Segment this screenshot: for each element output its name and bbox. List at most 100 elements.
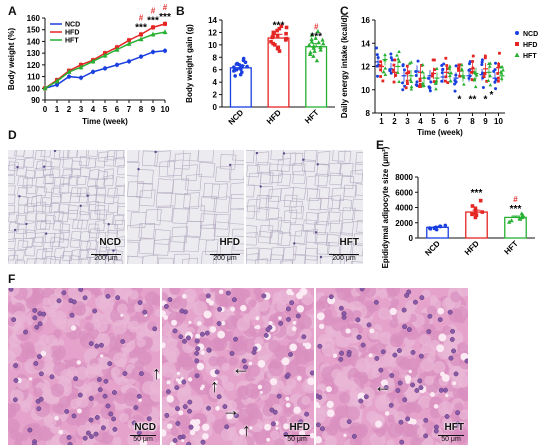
nucleus bbox=[89, 434, 94, 440]
cytoplasm bbox=[345, 406, 360, 421]
cell-outline bbox=[112, 260, 123, 264]
cytoplasm bbox=[142, 380, 157, 395]
data-point bbox=[150, 31, 156, 37]
panel-label-e: E bbox=[376, 138, 385, 152]
hash-label: # bbox=[314, 23, 319, 32]
nucleus bbox=[71, 413, 77, 419]
nucleus bbox=[433, 428, 439, 434]
cell-outline bbox=[172, 178, 190, 195]
nucleus bbox=[401, 307, 407, 313]
data-point bbox=[381, 69, 386, 74]
data-point bbox=[418, 82, 422, 86]
lipid-vacuole bbox=[433, 404, 439, 409]
cytoplasm bbox=[378, 307, 391, 320]
data-point bbox=[497, 76, 500, 80]
data-point bbox=[311, 53, 316, 58]
y-tick-label: 10 bbox=[208, 41, 217, 50]
lipid-vacuole bbox=[292, 320, 297, 325]
cell-outline bbox=[316, 151, 331, 165]
y-tick-label: 8 bbox=[213, 53, 218, 62]
data-point bbox=[480, 63, 484, 67]
nucleus bbox=[380, 349, 386, 355]
cell-outline bbox=[14, 250, 25, 260]
cell-outline bbox=[45, 256, 56, 264]
lipid-vacuole bbox=[166, 380, 171, 385]
cell-outline bbox=[213, 214, 230, 230]
nucleus bbox=[112, 426, 118, 432]
lipid-vacuole bbox=[177, 378, 183, 385]
cell-outline bbox=[341, 207, 356, 221]
lipid-vacuole bbox=[285, 396, 290, 401]
nucleus bbox=[152, 326, 158, 332]
y-tick-label: 150 bbox=[27, 26, 41, 35]
nucleus bbox=[53, 150, 57, 153]
scale-bar: 200 μm bbox=[91, 254, 121, 262]
lipid-vacuole bbox=[436, 344, 445, 353]
data-point bbox=[309, 37, 314, 42]
data-point bbox=[473, 211, 478, 216]
cell-outline bbox=[289, 223, 303, 237]
legend-label: HFD bbox=[523, 42, 537, 49]
data-point bbox=[488, 61, 493, 65]
data-point bbox=[401, 88, 405, 92]
cytoplasm bbox=[396, 308, 412, 323]
data-point bbox=[440, 71, 444, 75]
significance-label: *** bbox=[310, 32, 322, 43]
cell-outline bbox=[80, 257, 91, 264]
cell-outline bbox=[71, 160, 82, 171]
data-point bbox=[422, 83, 426, 87]
cell-outline bbox=[105, 240, 117, 251]
significance-label: *** bbox=[147, 15, 159, 26]
data-point bbox=[444, 75, 448, 79]
data-point bbox=[234, 62, 239, 66]
cytoplasm bbox=[67, 288, 82, 300]
lipid-vacuole bbox=[325, 386, 332, 393]
nucleus bbox=[94, 415, 100, 420]
cell-outline bbox=[203, 182, 220, 199]
nucleus bbox=[417, 378, 423, 384]
hash-label: # bbox=[163, 3, 168, 12]
y-tick-label: 0 bbox=[409, 234, 414, 243]
data-point bbox=[393, 58, 397, 62]
cell-outline bbox=[17, 187, 28, 197]
data-point bbox=[162, 29, 168, 35]
data-point bbox=[308, 50, 313, 55]
data-point bbox=[320, 37, 325, 42]
lipid-vacuole bbox=[255, 316, 260, 321]
nucleus bbox=[175, 406, 180, 412]
cell-outline bbox=[94, 204, 106, 215]
cell-outline bbox=[22, 176, 34, 188]
lipid-vacuole bbox=[28, 377, 33, 381]
lipid-vacuole bbox=[283, 423, 290, 430]
data-point bbox=[378, 64, 382, 68]
nucleus bbox=[194, 358, 200, 364]
legend-label: HFD bbox=[65, 30, 79, 37]
cytoplasm bbox=[47, 293, 64, 309]
cell-outline bbox=[8, 238, 16, 250]
cytoplasm bbox=[112, 352, 128, 367]
significance-label: *** bbox=[159, 12, 171, 23]
significance-label: ** bbox=[469, 95, 477, 106]
x-tick-label: 10 bbox=[494, 117, 503, 126]
y-axis-label: Epididymal adipocyte size (μm²) bbox=[381, 146, 390, 268]
cell-outline bbox=[62, 168, 73, 179]
data-point bbox=[447, 66, 452, 70]
cytoplasm bbox=[51, 402, 63, 414]
data-point bbox=[458, 74, 462, 78]
nucleus bbox=[206, 405, 211, 411]
cell-outline bbox=[355, 152, 363, 165]
nucleus bbox=[200, 439, 206, 445]
significance-label: * bbox=[490, 90, 494, 101]
nucleus bbox=[410, 349, 416, 355]
data-point bbox=[307, 51, 313, 56]
nucleus bbox=[317, 343, 323, 349]
cytoplasm bbox=[50, 395, 60, 405]
cell-outline bbox=[339, 243, 354, 257]
nucleus bbox=[451, 348, 457, 354]
cell-outline bbox=[13, 159, 25, 170]
cell-outline bbox=[8, 150, 17, 159]
cell-outline bbox=[279, 260, 293, 264]
cell-outline bbox=[156, 205, 174, 222]
cytoplasm bbox=[334, 405, 348, 419]
cell-outline bbox=[41, 197, 53, 207]
